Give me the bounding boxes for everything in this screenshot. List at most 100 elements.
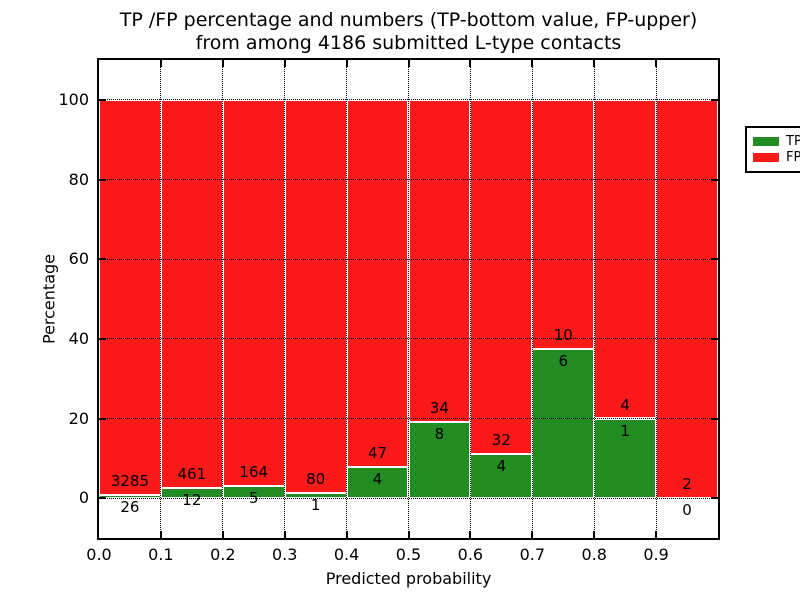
fp-count-label: 3285 <box>110 472 150 491</box>
x-tick-mark-top <box>593 60 596 67</box>
fp-legend-label: FP <box>786 150 800 166</box>
fp-count-label: 461 <box>177 465 207 484</box>
fp-count-label: 2 <box>682 475 692 494</box>
tp-bar-segment <box>470 453 533 499</box>
x-tick-label: 0.6 <box>457 545 484 564</box>
x-tick-label: 0.2 <box>210 545 236 564</box>
y-tick-mark-left <box>99 98 106 101</box>
x-tick-mark-top <box>221 60 224 67</box>
x-tick-mark-bottom <box>531 531 534 538</box>
v-gridline <box>222 60 224 538</box>
x-axis-label: Predicted probability <box>325 569 492 588</box>
fp-bar-segment <box>160 99 223 489</box>
x-tick-label: 0.5 <box>395 545 422 564</box>
y-tick-mark-left <box>99 258 106 261</box>
y-tick-label: 100 <box>58 89 89 109</box>
x-tick-mark-top <box>159 60 162 67</box>
tp-count-label: 0 <box>682 501 692 520</box>
tp-count-label: 4 <box>496 456 507 475</box>
v-gridline <box>469 60 471 538</box>
x-tick-mark-bottom <box>159 531 162 538</box>
y-tick-mark-right <box>711 497 718 500</box>
x-tick-label: 0.3 <box>271 545 298 564</box>
y-tick-mark-left <box>99 337 106 340</box>
chart-title: TP /FP percentage and numbers (TP-bottom… <box>99 9 718 55</box>
x-tick-mark-bottom <box>221 531 224 538</box>
chart-title-line1: TP /FP percentage and numbers (TP-bottom… <box>119 9 698 31</box>
y-tick-mark-right <box>711 258 718 261</box>
v-gridline <box>346 60 348 538</box>
y-tick-mark-left <box>99 417 106 420</box>
x-tick-label: 0.7 <box>519 545 546 564</box>
y-tick-mark-left <box>99 497 106 500</box>
tp-count-label: 4 <box>372 469 383 488</box>
tp-count-label: 1 <box>620 421 630 440</box>
v-gridline <box>655 60 657 538</box>
x-tick-mark-top <box>469 60 472 67</box>
v-gridline <box>408 60 409 538</box>
y-tick-label: 0 <box>78 488 89 508</box>
tp-legend-swatch <box>753 136 779 146</box>
y-tick-label: 80 <box>68 169 89 189</box>
y-tick-mark-right <box>711 417 718 420</box>
y-tick-mark-right <box>711 178 718 181</box>
tp-count-label: 6 <box>558 351 569 370</box>
fp-count-label: 80 <box>306 470 326 489</box>
tp-legend-label: TP <box>786 133 800 149</box>
fp-bar-segment <box>656 99 718 499</box>
x-tick-mark-top <box>531 60 534 67</box>
fp-count-label: 47 <box>367 443 388 462</box>
x-tick-mark-bottom <box>469 531 472 538</box>
y-tick-mark-right <box>711 98 718 101</box>
fp-count-label: 164 <box>239 463 269 482</box>
fp-bar-segment <box>470 99 533 454</box>
tp-count-label: 5 <box>248 489 259 508</box>
fp-count-label: 32 <box>491 430 511 449</box>
y-tick-mark-right <box>711 337 718 340</box>
x-tick-label: 0.1 <box>148 545 174 564</box>
fp-count-label: 10 <box>553 325 573 344</box>
legend: TP FP <box>745 126 800 173</box>
fp-count-label: 4 <box>620 395 630 414</box>
y-tick-label: 40 <box>68 328 89 348</box>
tp-count-label: 12 <box>182 491 202 510</box>
tp-count-label: 8 <box>434 425 445 444</box>
x-tick-mark-top <box>283 60 286 67</box>
x-tick-label: 0.8 <box>581 545 607 564</box>
legend-entry-tp: TP <box>753 135 800 148</box>
x-tick-mark-bottom <box>593 531 596 538</box>
fp-bar-segment <box>532 99 595 349</box>
fp-bar-segment <box>408 99 471 423</box>
x-tick-mark-top <box>345 60 348 67</box>
x-tick-mark-bottom <box>345 531 348 538</box>
tp-bar-segment <box>532 348 595 499</box>
y-tick-mark-left <box>99 178 106 181</box>
x-tick-label: 0.4 <box>333 545 360 564</box>
v-gridline <box>160 60 162 538</box>
fp-bar-segment <box>284 99 347 494</box>
chart-title-line2: from among 4186 submitted L-type contact… <box>195 32 622 54</box>
tp-count-label: 1 <box>310 496 321 515</box>
x-tick-mark-bottom <box>283 531 286 538</box>
fp-legend-swatch <box>753 153 779 163</box>
tp-bar-segment <box>346 466 409 499</box>
fp-bar-segment <box>222 99 285 487</box>
x-tick-mark-top <box>407 60 410 67</box>
fp-bar-segment <box>99 99 161 496</box>
fp-bar-segment <box>346 99 409 467</box>
x-tick-mark-top <box>655 60 658 67</box>
fp-count-label: 34 <box>429 399 449 418</box>
v-gridline <box>531 60 533 538</box>
plot-area: TP FP 3285 26 461 12 164 5 80 1 47 4 34 8 32 4 10 6 4 1 2 0 <box>97 58 800 540</box>
x-tick-mark-bottom <box>655 531 658 538</box>
v-gridline <box>593 60 595 538</box>
tp-count-label: 26 <box>120 498 140 517</box>
x-tick-mark-bottom <box>407 531 410 538</box>
legend-entry-fp: FP <box>753 151 800 164</box>
y-tick-label: 20 <box>68 408 89 428</box>
x-tick-label: 0.0 <box>86 545 112 564</box>
v-gridline <box>284 60 286 538</box>
x-tick-label: 0.9 <box>643 545 669 564</box>
y-tick-label: 60 <box>68 249 89 269</box>
